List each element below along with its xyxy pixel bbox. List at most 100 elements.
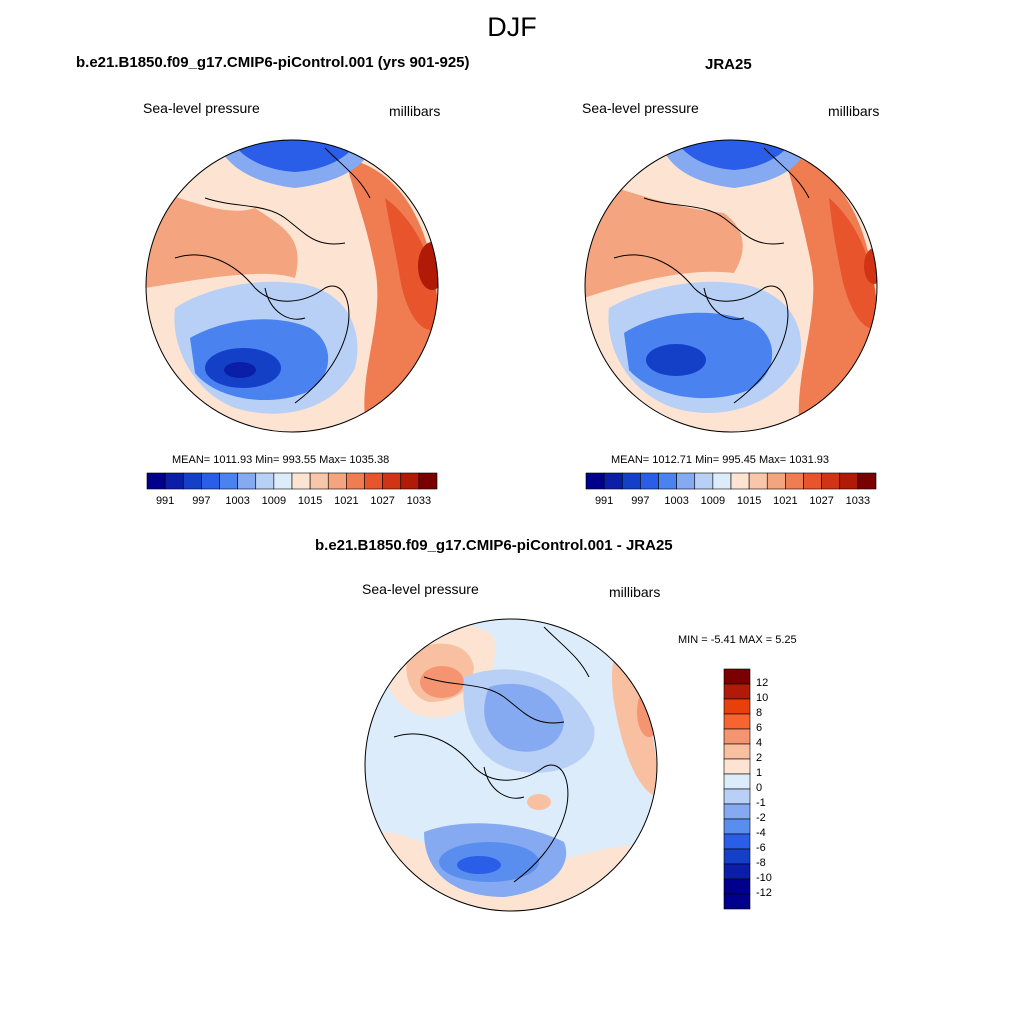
colorbar-swatch [857, 472, 877, 490]
colorbar-tick-label: 1033 [406, 495, 432, 507]
colorbar-tick-label: 2 [756, 752, 763, 764]
colorbar-swatch [146, 472, 166, 490]
map-region-neg-atlantic-center [457, 856, 501, 874]
colorbar-swatch [723, 743, 751, 760]
map-region-low-atlantic-core [646, 344, 706, 376]
colorbar-tick-label: 1003 [225, 495, 250, 507]
colorbar-swatch [400, 472, 420, 490]
map-region-low-north-core [230, 140, 360, 172]
colorbar-tick-label: 1015 [736, 495, 762, 507]
panel1-stats: MEAN= 1011.93 Min= 993.55 Max= 1035.38 [172, 454, 390, 466]
panel3-colorbar [723, 668, 751, 910]
panel3-units-label: millibars [609, 584, 661, 600]
panel2-stats: MEAN= 1012.71 Min= 995.45 Max= 1031.93 [611, 454, 830, 466]
colorbar-swatch [603, 472, 623, 490]
colorbar-swatch [694, 472, 714, 490]
colorbar-tick-label: -12 [756, 887, 772, 899]
colorbar-swatch [658, 472, 677, 490]
colorbar-swatch [723, 758, 751, 775]
colorbar-swatch [723, 893, 751, 910]
colorbar-swatch [723, 788, 751, 805]
colorbar-tick-label: -8 [756, 857, 766, 869]
colorbar-tick-label: 8 [756, 707, 763, 719]
colorbar-swatch [839, 472, 859, 490]
colorbar-swatch [723, 728, 751, 745]
colorbar-tick-label: -6 [756, 842, 766, 854]
colorbar-swatch [640, 472, 659, 490]
map-region-high-pacific [146, 188, 298, 288]
colorbar-swatch [164, 472, 184, 490]
colorbar-swatch [730, 472, 750, 490]
panel2-title: JRA25 [705, 56, 752, 73]
map-region-neg-central-mid [484, 683, 564, 752]
panel1-units-label: millibars [389, 103, 441, 119]
colorbar-swatch [723, 818, 751, 835]
colorbar-tick-label: 1027 [809, 495, 834, 507]
colorbar-tick-label: 1033 [845, 495, 871, 507]
colorbar-swatch [723, 878, 751, 895]
colorbar-tick-label: 991 [155, 495, 175, 507]
colorbar-swatch [766, 472, 786, 490]
panel3-polar-map [364, 618, 658, 912]
colorbar-tick-label: -2 [756, 812, 766, 824]
map-region-high-core [418, 242, 438, 290]
colorbar-swatch [201, 472, 220, 490]
colorbar-swatch [237, 472, 257, 490]
colorbar-swatch [327, 472, 347, 490]
colorbar-tick-label: 1021 [334, 495, 359, 507]
colorbar-tick-label: 997 [631, 495, 650, 507]
colorbar-tick-label: -10 [756, 872, 772, 884]
colorbar-swatch [723, 698, 751, 715]
colorbar-tick-label: 1021 [773, 495, 798, 507]
colorbar-swatch [418, 472, 438, 490]
panel1-title: b.e21.B1850.f09_g17.CMIP6-piControl.001 … [76, 54, 470, 71]
panel1-polar-map [145, 139, 439, 433]
panel1-colorbar-ticks: 991 997 1003 1009 1015 1021 1027 1033 [147, 495, 437, 509]
colorbar-tick-label: 4 [756, 737, 763, 749]
colorbar-swatch [723, 848, 751, 865]
colorbar-swatch [273, 472, 293, 490]
colorbar-swatch [219, 472, 238, 490]
map-region-pos-pacific-core [420, 666, 464, 698]
panel2-polar-map [584, 139, 878, 433]
colorbar-tick-label: 997 [192, 495, 211, 507]
colorbar-swatch [723, 668, 751, 685]
panel3-title: b.e21.B1850.f09_g17.CMIP6-piControl.001 … [315, 537, 673, 554]
colorbar-swatch [382, 472, 402, 490]
panel2-colorbar-ticks: 991 997 1003 1009 1015 1021 1027 1033 [586, 495, 876, 509]
map-coastline [393, 626, 590, 883]
colorbar-tick-label: -4 [756, 827, 766, 839]
map-coastline [613, 147, 810, 404]
map-region-high-east [345, 158, 438, 418]
map-region-low-north-core [674, 140, 794, 170]
colorbar-swatch [821, 472, 841, 490]
panel2-colorbar [585, 472, 877, 490]
panel1-variable-label: Sea-level pressure [143, 100, 260, 116]
map-region-high-core [864, 248, 877, 284]
colorbar-swatch [723, 773, 751, 790]
panel1-colorbar [146, 472, 438, 490]
colorbar-swatch [723, 833, 751, 850]
map-coastline [174, 147, 371, 404]
colorbar-tick-label: 1009 [261, 495, 287, 507]
map-region-high-east [784, 153, 877, 423]
colorbar-tick-label: 6 [756, 722, 763, 734]
colorbar-swatch [309, 472, 329, 490]
panel3-variable-label: Sea-level pressure [362, 581, 479, 597]
panel2-units-label: millibars [828, 103, 880, 119]
map-region-high-pacific [585, 178, 743, 298]
colorbar-tick-label: -1 [756, 797, 766, 809]
colorbar-tick-label: 991 [594, 495, 614, 507]
colorbar-swatch [364, 472, 383, 490]
colorbar-tick-label: 10 [756, 692, 769, 704]
colorbar-swatch [346, 472, 365, 490]
colorbar-tick-label: 1 [756, 767, 763, 779]
map-region-high-siberia [385, 198, 438, 330]
map-region-pos-east [611, 657, 657, 797]
colorbar-swatch [723, 713, 751, 730]
panel2-variable-label: Sea-level pressure [582, 100, 699, 116]
colorbar-swatch [291, 472, 311, 490]
panel3-colorbar-ticks: 12 10 8 6 4 2 1 0 -1 -2 -4 -6 -8 -10 -12 [756, 669, 796, 909]
colorbar-tick-label: 1015 [297, 495, 323, 507]
map-region-high-siberia [829, 198, 877, 329]
